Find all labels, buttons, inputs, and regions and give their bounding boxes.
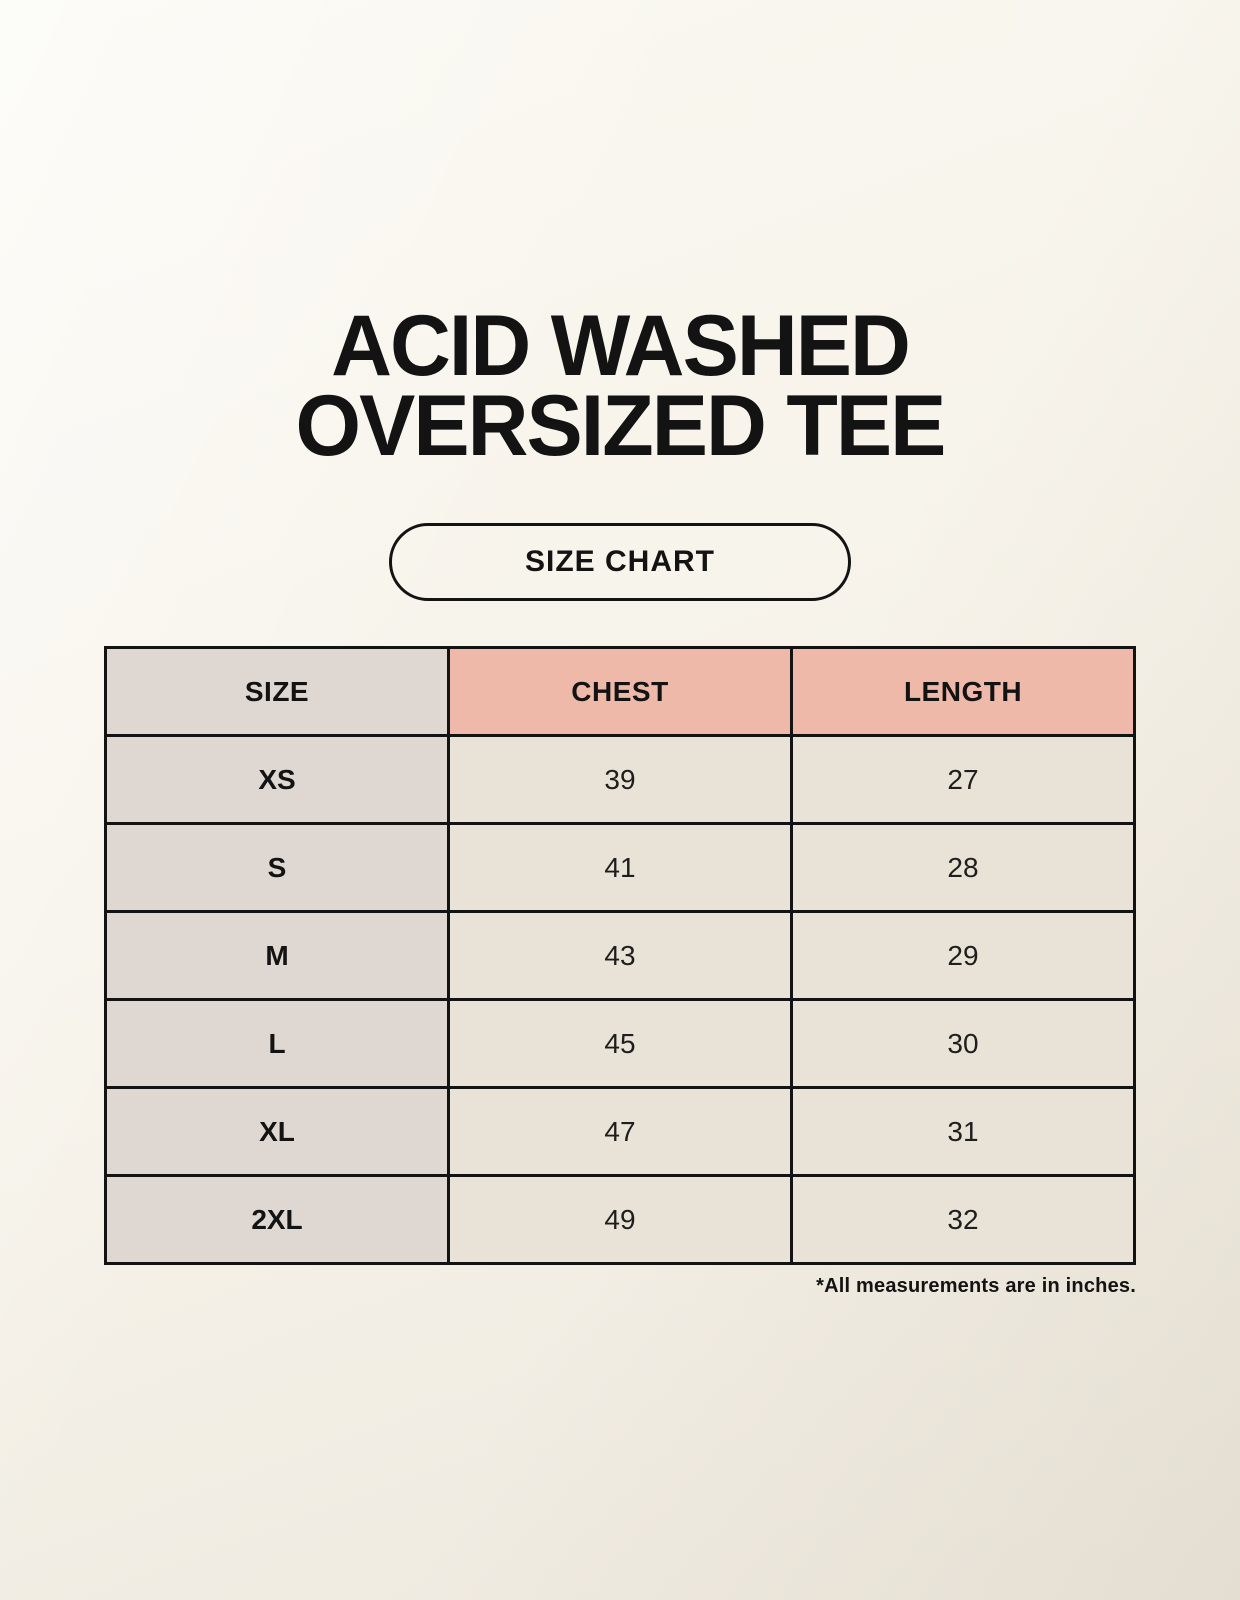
size-chart-table: SIZE CHEST LENGTH XS 39 27 S 41 28 M 43 …: [104, 646, 1136, 1265]
column-header-chest: CHEST: [447, 646, 793, 737]
size-cell: XS: [104, 734, 450, 825]
chest-cell: 47: [447, 1086, 793, 1177]
size-cell: 2XL: [104, 1174, 450, 1265]
chest-cell: 39: [447, 734, 793, 825]
length-cell: 29: [790, 910, 1136, 1001]
column-header-size: SIZE: [104, 646, 450, 737]
length-cell: 32: [790, 1174, 1136, 1265]
length-cell: 31: [790, 1086, 1136, 1177]
product-title: ACID WASHED OVERSIZED TEE: [12, 298, 1227, 474]
chest-cell: 43: [447, 910, 793, 1001]
chest-cell: 49: [447, 1174, 793, 1265]
chest-cell: 45: [447, 998, 793, 1089]
table-header-row: SIZE CHEST LENGTH: [104, 646, 1136, 737]
length-cell: 28: [790, 822, 1136, 913]
table-row-2xl: 2XL 49 32: [104, 1174, 1136, 1265]
column-header-length: LENGTH: [790, 646, 1136, 737]
measurements-footnote: *All measurements are in inches.: [816, 1275, 1136, 1297]
table-row-m: M 43 29: [104, 910, 1136, 1001]
table-row-xs: XS 39 27: [104, 734, 1136, 825]
table-row-l: L 45 30: [104, 998, 1136, 1089]
size-cell: XL: [104, 1086, 450, 1177]
product-title-line-2: OVERSIZED TEE: [295, 378, 947, 474]
size-cell: M: [104, 910, 450, 1001]
chest-cell: 41: [447, 822, 793, 913]
size-chart-badge[interactable]: SIZE CHART: [389, 523, 851, 601]
size-chart-badge-label: SIZE CHART: [525, 545, 715, 578]
product-title-line-1: ACID WASHED: [331, 298, 911, 394]
table-row-xl: XL 47 31: [104, 1086, 1136, 1177]
table-row-s: S 41 28: [104, 822, 1136, 913]
length-cell: 30: [790, 998, 1136, 1089]
length-cell: 27: [790, 734, 1136, 825]
size-cell: S: [104, 822, 450, 913]
size-cell: L: [104, 998, 450, 1089]
